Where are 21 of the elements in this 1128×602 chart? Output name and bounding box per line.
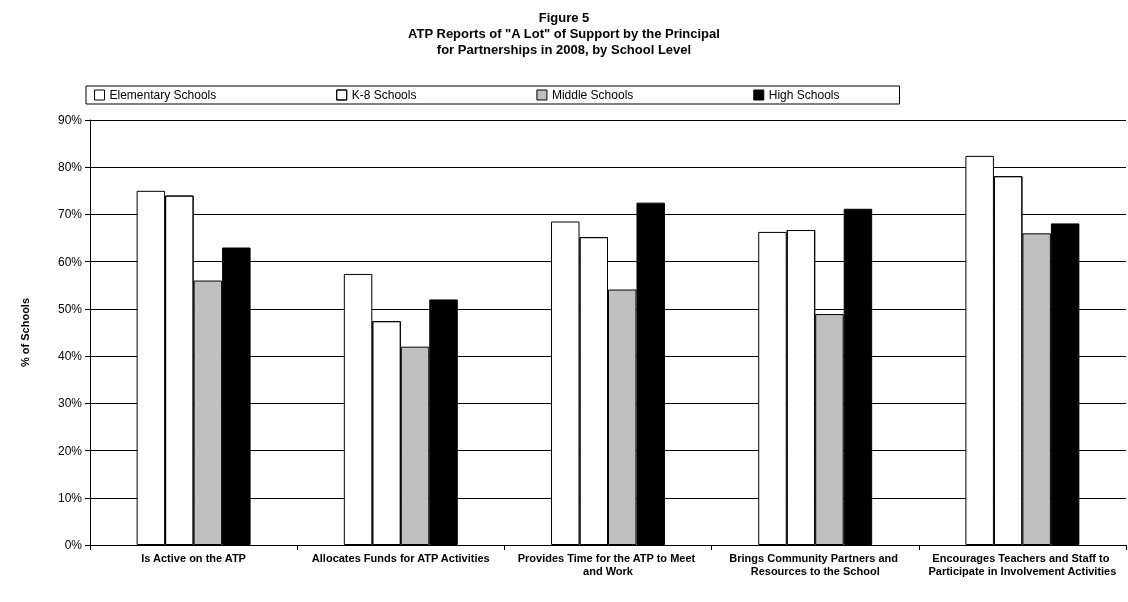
y-tick-label: 80% <box>57 160 83 175</box>
y-tick-label: 20% <box>57 443 83 458</box>
y-tick-label: 30% <box>57 396 83 411</box>
legend-label: High Schools <box>768 88 840 102</box>
x-tick-label: Encourages Teachers and Staff to Participate in Involvement Activities <box>928 551 1117 577</box>
y-tick-label: 70% <box>57 207 83 222</box>
x-tick-label: Is Active on the ATP <box>141 551 246 564</box>
x-tick-label: Brings Community Partners and Resources to the School <box>729 551 902 577</box>
y-axis-title: % of Schools <box>18 297 31 368</box>
x-tick-label: Provides Time for the ATP to Meet and Work <box>517 551 699 577</box>
legend-label: Elementary Schools <box>109 88 217 102</box>
y-tick-label: 40% <box>57 349 83 364</box>
legend-label: K-8 Schools <box>351 88 417 102</box>
chart-title: Figure 5 ATP Reports of "A Lot" of Support by the Principal for Partnerships in 2008, by School Level <box>408 9 720 57</box>
legend-label: Middle Schools <box>551 88 634 102</box>
y-tick-label: 90% <box>57 113 83 127</box>
x-tick-label: Allocates Funds for ATP Activities <box>311 551 490 564</box>
y-tick-label: 10% <box>57 490 83 505</box>
y-tick-label: 0% <box>64 538 83 552</box>
y-tick-label: 50% <box>57 301 83 316</box>
y-tick-label: 60% <box>57 254 83 269</box>
